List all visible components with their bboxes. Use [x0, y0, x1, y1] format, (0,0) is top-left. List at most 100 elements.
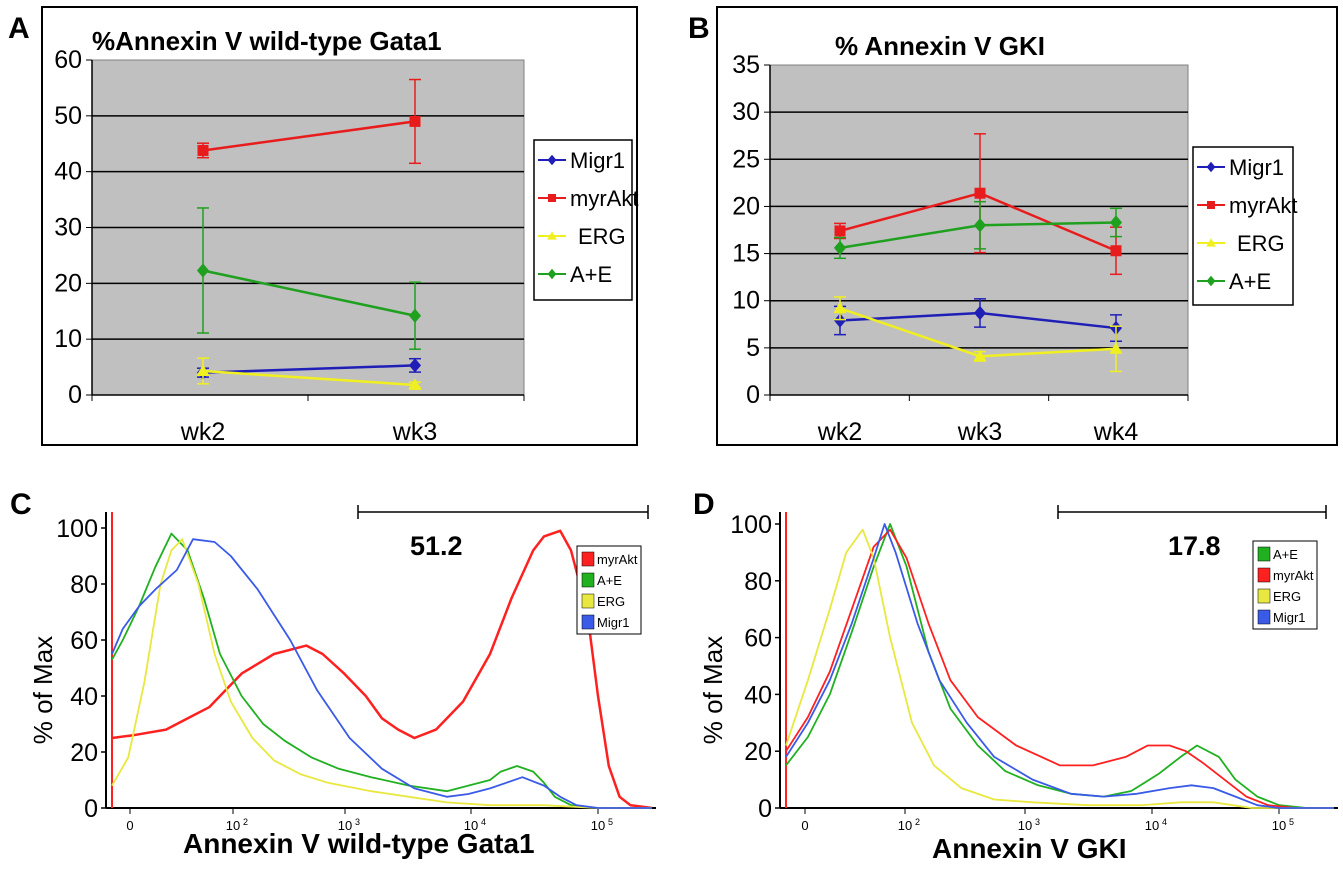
panel-b-legend-label-erg: ERG — [1237, 231, 1285, 256]
panel-a-point-erg — [196, 364, 210, 376]
panel-c-x-axis-label: Annexin V wild-type Gata1 — [183, 828, 535, 859]
panel-d-legend-label-erg: ERG — [1273, 589, 1301, 604]
panel-d-x-ticks: 0 10 2 10 3 10 4 10 5 — [801, 808, 1294, 833]
panel-b-legend-marker-myrakt — [1207, 201, 1215, 209]
panel-b-point-erg — [973, 349, 987, 362]
panel-b-point-migr1 — [973, 305, 987, 321]
panel-a-line-chart: %Annexin V wild-type Gata1 0 10 20 30 40 50 60… — [41, 6, 638, 446]
panel-d-y-tick-label: 60 — [744, 625, 772, 653]
panel-c-y-tick-label: 100 — [56, 515, 98, 543]
panel-b-x-tick-label-wk3: wk3 — [957, 418, 1002, 446]
panel-c-legend-swatch-erg — [581, 593, 595, 609]
panel-a-y-ticks: 0 10 20 30 40 50 60 — [54, 46, 524, 409]
panel-a-y-tick-label: 10 — [54, 325, 82, 353]
panel-d-x-tick-label: 10 — [898, 818, 912, 833]
panel-c-series — [111, 529, 653, 810]
panel-b-point-erg — [1109, 342, 1123, 354]
panel-a-legend-label-a-e: A+E — [570, 262, 612, 287]
panel-b-y-tick-label: 5 — [746, 334, 760, 362]
panel-d-y-tick-label: 100 — [730, 511, 772, 539]
panel-d-gate — [1057, 505, 1327, 519]
panel-c-curve-myrakt — [111, 529, 653, 810]
panel-c-y-tick-label: 60 — [70, 627, 98, 655]
panel-d-x-tick-label: 10 — [1018, 818, 1032, 833]
panel-b-legend-label-migr1: Migr1 — [1229, 155, 1284, 180]
panel-b-legend-label-myrakt: myrAkt — [1229, 193, 1297, 218]
panel-b-y-tick-label: 15 — [732, 240, 760, 268]
panel-b-point-migr1 — [833, 313, 847, 328]
panel-d-y-tick-label: 20 — [744, 738, 772, 766]
panel-b-legend-label-a-e: A+E — [1229, 269, 1271, 294]
panel-d-y-tick-label: 40 — [744, 681, 772, 709]
panel-d-x-tick-exponent: 3 — [1035, 817, 1040, 827]
panel-d-curve-myrakt — [785, 528, 1334, 809]
panel-a-y-tick-label: 20 — [54, 269, 82, 297]
panel-d-x-tick-exponent: 4 — [1162, 817, 1167, 827]
panel-d-x-tick-exponent: 5 — [1289, 817, 1294, 827]
panel-b-point-a-e — [973, 218, 987, 233]
panel-d-legend-label-myrakt: myrAkt — [1273, 568, 1314, 583]
panel-a-gridlines — [92, 115, 524, 340]
panel-b-x-ticks: wk2 wk3 wk4 — [769, 395, 1189, 446]
panel-a-y-tick-label: 50 — [54, 102, 82, 130]
panel-d-x-axis-label: Annexin V GKI — [932, 833, 1126, 864]
panel-b-series — [833, 133, 1123, 373]
panel-c-x-tick-label: 10 — [591, 818, 605, 833]
panel-a-legend-label-erg: ERG — [578, 224, 626, 249]
panel-b-x-tick-label-wk2: wk2 — [817, 418, 862, 446]
panel-d-legend-swatch-erg — [1257, 588, 1271, 604]
panel-c-legend-label-myrakt: myrAkt — [597, 552, 638, 567]
panel-a-point-migr1 — [408, 358, 422, 373]
panel-a-y-tick-label: 40 — [54, 158, 82, 186]
panel-c-legend-swatch-a-e — [581, 572, 595, 588]
panel-c-y-tick-label: 20 — [70, 739, 98, 767]
panel-a-y-tick-label: 60 — [54, 46, 82, 74]
panel-a-x-tick-label-wk2: wk2 — [180, 418, 225, 446]
panel-d-legend-label-a-e: A+E — [1273, 547, 1298, 562]
panel-b-y-tick-label: 35 — [732, 51, 760, 79]
panel-letter-d: D — [693, 488, 715, 521]
panel-d-legend-swatch-myrakt — [1257, 567, 1271, 583]
panel-c-x-tick-label: 0 — [126, 818, 133, 833]
panel-d-x-tick-label: 10 — [1272, 818, 1286, 833]
panel-letter-a: A — [8, 12, 30, 45]
panel-b-y-ticks: 0 5 10 15 20 25 30 35 — [732, 51, 1188, 409]
panel-d-y-ticks: 0 20 40 60 80 100 — [730, 511, 780, 823]
panel-c-x-tick-label: 10 — [226, 818, 240, 833]
panel-d-curve-a-e — [785, 523, 1334, 809]
panel-b-y-tick-label: 0 — [746, 381, 760, 409]
panel-b-point-erg — [833, 301, 847, 314]
panel-a-legend-label-myrakt: myrAkt — [570, 186, 638, 211]
panel-b-point-a-e — [833, 240, 847, 256]
panel-c-gate-value: 51.2 — [410, 531, 463, 561]
panel-b-legend: Migr1 myrAkt ERG A+E — [1197, 155, 1297, 294]
panel-b-point-myrakt — [974, 187, 986, 199]
panel-b-legend-marker-migr1 — [1206, 161, 1216, 173]
panel-a-legend-marker-erg — [547, 231, 557, 240]
panel-a-legend: Migr1 myrAkt ERG A+E — [538, 148, 638, 287]
panel-c-x-tick-exponent: 5 — [608, 817, 613, 827]
panel-b-legend-marker-erg — [1206, 238, 1216, 247]
panel-a-point-a-e — [408, 308, 422, 323]
panel-d-curve-erg — [785, 528, 1334, 809]
panel-c-legend-label-migr1: Migr1 — [597, 615, 630, 630]
panel-c-legend-label-a-e: A+E — [597, 573, 622, 588]
panel-a-legend-label-migr1: Migr1 — [570, 148, 625, 173]
panel-c-y-axis-label: % of Max — [28, 636, 58, 744]
panel-c-x-ticks: 0 10 2 10 3 10 4 10 5 — [126, 808, 613, 833]
panel-b-point-myrakt — [834, 225, 846, 237]
panel-c-curve-erg — [111, 538, 652, 809]
panel-b-y-tick-label: 30 — [732, 98, 760, 126]
panel-b-series-migr1 — [833, 298, 1123, 343]
panel-c-legend-swatch-myrakt — [581, 551, 595, 567]
panel-a-series-a-e — [196, 207, 422, 350]
panel-d-legend-swatch-migr1 — [1257, 609, 1271, 625]
panel-c-y-ticks: 0 20 40 60 80 100 — [56, 515, 106, 823]
panel-a-y-tick-label: 30 — [54, 214, 82, 242]
panel-a-title: %Annexin V wild-type Gata1 — [92, 26, 442, 56]
panel-c-x-tick-exponent: 3 — [355, 817, 360, 827]
panel-d-y-tick-label: 80 — [744, 568, 772, 596]
panel-a-x-ticks: wk2 wk3 — [91, 395, 525, 446]
